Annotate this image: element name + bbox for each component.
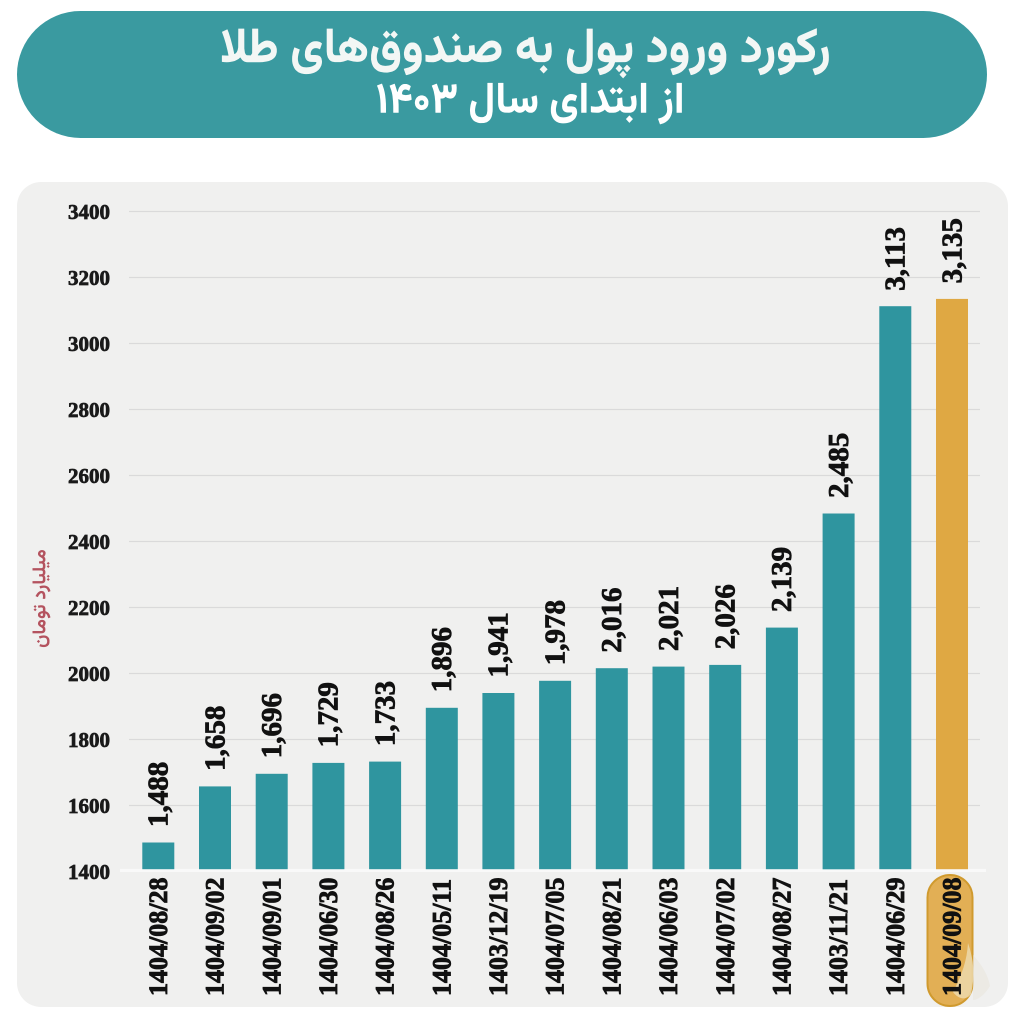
svg-text:2,021: 2,021 [653, 586, 685, 651]
svg-text:1404/08/28: 1404/08/28 [144, 878, 173, 996]
svg-text:2400: 2400 [68, 530, 110, 554]
svg-text:2,485: 2,485 [823, 433, 855, 498]
svg-text:1400: 1400 [68, 860, 110, 884]
svg-text:2800: 2800 [68, 398, 110, 422]
svg-text:1404/07/05: 1404/07/05 [541, 878, 570, 996]
svg-text:1,941: 1,941 [483, 612, 515, 677]
svg-text:1,729: 1,729 [313, 682, 345, 747]
svg-text:1800: 1800 [68, 728, 110, 752]
svg-text:1404/08/26: 1404/08/26 [371, 878, 400, 996]
svg-text:3400: 3400 [68, 200, 110, 224]
svg-text:2600: 2600 [68, 464, 110, 488]
svg-text:2,139: 2,139 [766, 547, 798, 612]
svg-text:1,658: 1,658 [199, 706, 231, 771]
svg-text:1404/08/27: 1404/08/27 [768, 878, 797, 996]
svg-text:1404/09/01: 1404/09/01 [257, 878, 286, 996]
svg-text:1404/06/29: 1404/06/29 [881, 878, 910, 996]
svg-text:2,026: 2,026 [710, 584, 742, 649]
svg-text:1,733: 1,733 [369, 681, 401, 746]
svg-text:1403/12/19: 1403/12/19 [484, 878, 513, 996]
svg-text:1,978: 1,978 [539, 600, 571, 665]
svg-text:1404/05/11: 1404/05/11 [427, 879, 456, 996]
svg-text:3,113: 3,113 [880, 227, 912, 291]
svg-text:1404/06/03: 1404/06/03 [654, 878, 683, 996]
svg-text:2,016: 2,016 [596, 587, 628, 652]
svg-text:2000: 2000 [68, 662, 110, 686]
svg-text:3200: 3200 [68, 266, 110, 290]
svg-text:1404/08/21: 1404/08/21 [597, 878, 626, 996]
svg-text:3,135: 3,135 [936, 218, 968, 283]
svg-text:1404/09/08: 1404/09/08 [938, 878, 967, 996]
svg-text:1404/07/02: 1404/07/02 [711, 878, 740, 996]
svg-text:1,696: 1,696 [256, 693, 288, 758]
svg-text:3000: 3000 [68, 332, 110, 356]
svg-text:1,488: 1,488 [143, 762, 175, 827]
svg-text:2200: 2200 [68, 596, 110, 620]
svg-text:1404/06/30: 1404/06/30 [314, 878, 343, 996]
svg-text:1404/09/02: 1404/09/02 [201, 878, 230, 996]
svg-text:1,896: 1,896 [426, 627, 458, 692]
svg-text:1600: 1600 [68, 794, 110, 818]
svg-text:1403/11/21: 1403/11/21 [824, 879, 853, 996]
